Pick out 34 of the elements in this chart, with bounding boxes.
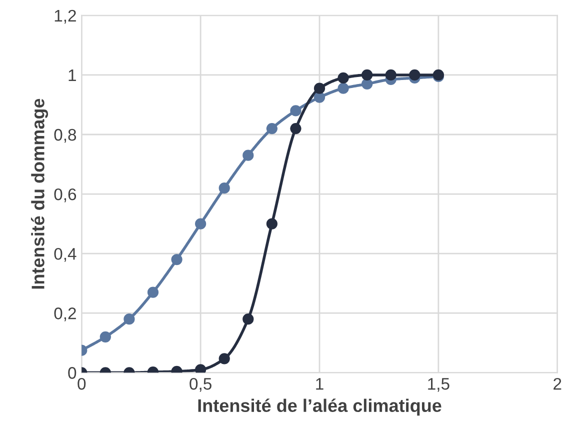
point	[338, 72, 349, 84]
point	[266, 218, 278, 230]
y-tick-label: 1,2	[54, 10, 76, 24]
point	[218, 353, 230, 364]
point	[147, 286, 159, 298]
point	[290, 105, 302, 116]
point	[338, 82, 349, 94]
x-tick-label: 0	[78, 378, 86, 390]
y-tick-label: 0	[68, 367, 76, 379]
y-tick-label: 0,8	[54, 128, 76, 143]
x-tick-label: 1	[316, 378, 324, 390]
y-tick-label: 0,4	[54, 248, 76, 262]
y-tick-label: 1	[68, 70, 76, 82]
y-tick-label: 0,6	[54, 188, 76, 202]
point	[171, 254, 182, 266]
point	[195, 364, 206, 373]
x-axis-title: Intensité de l’aléa climatique	[198, 398, 442, 416]
point	[385, 69, 396, 81]
point	[290, 122, 302, 134]
point	[409, 69, 420, 81]
point	[362, 69, 373, 81]
point	[124, 314, 135, 325]
point	[218, 182, 230, 194]
point	[242, 314, 254, 325]
x-tick-label: 0,5	[190, 378, 212, 392]
x-tick-label: 2	[554, 378, 562, 390]
point	[195, 218, 206, 230]
point	[242, 150, 254, 161]
y-axis-title: Intensité du dommage	[30, 98, 48, 289]
y-tick-label: 0,2	[54, 308, 76, 322]
point	[100, 331, 111, 342]
x-tick-label: 1,5	[428, 378, 450, 392]
point	[314, 82, 326, 94]
point	[266, 122, 278, 134]
